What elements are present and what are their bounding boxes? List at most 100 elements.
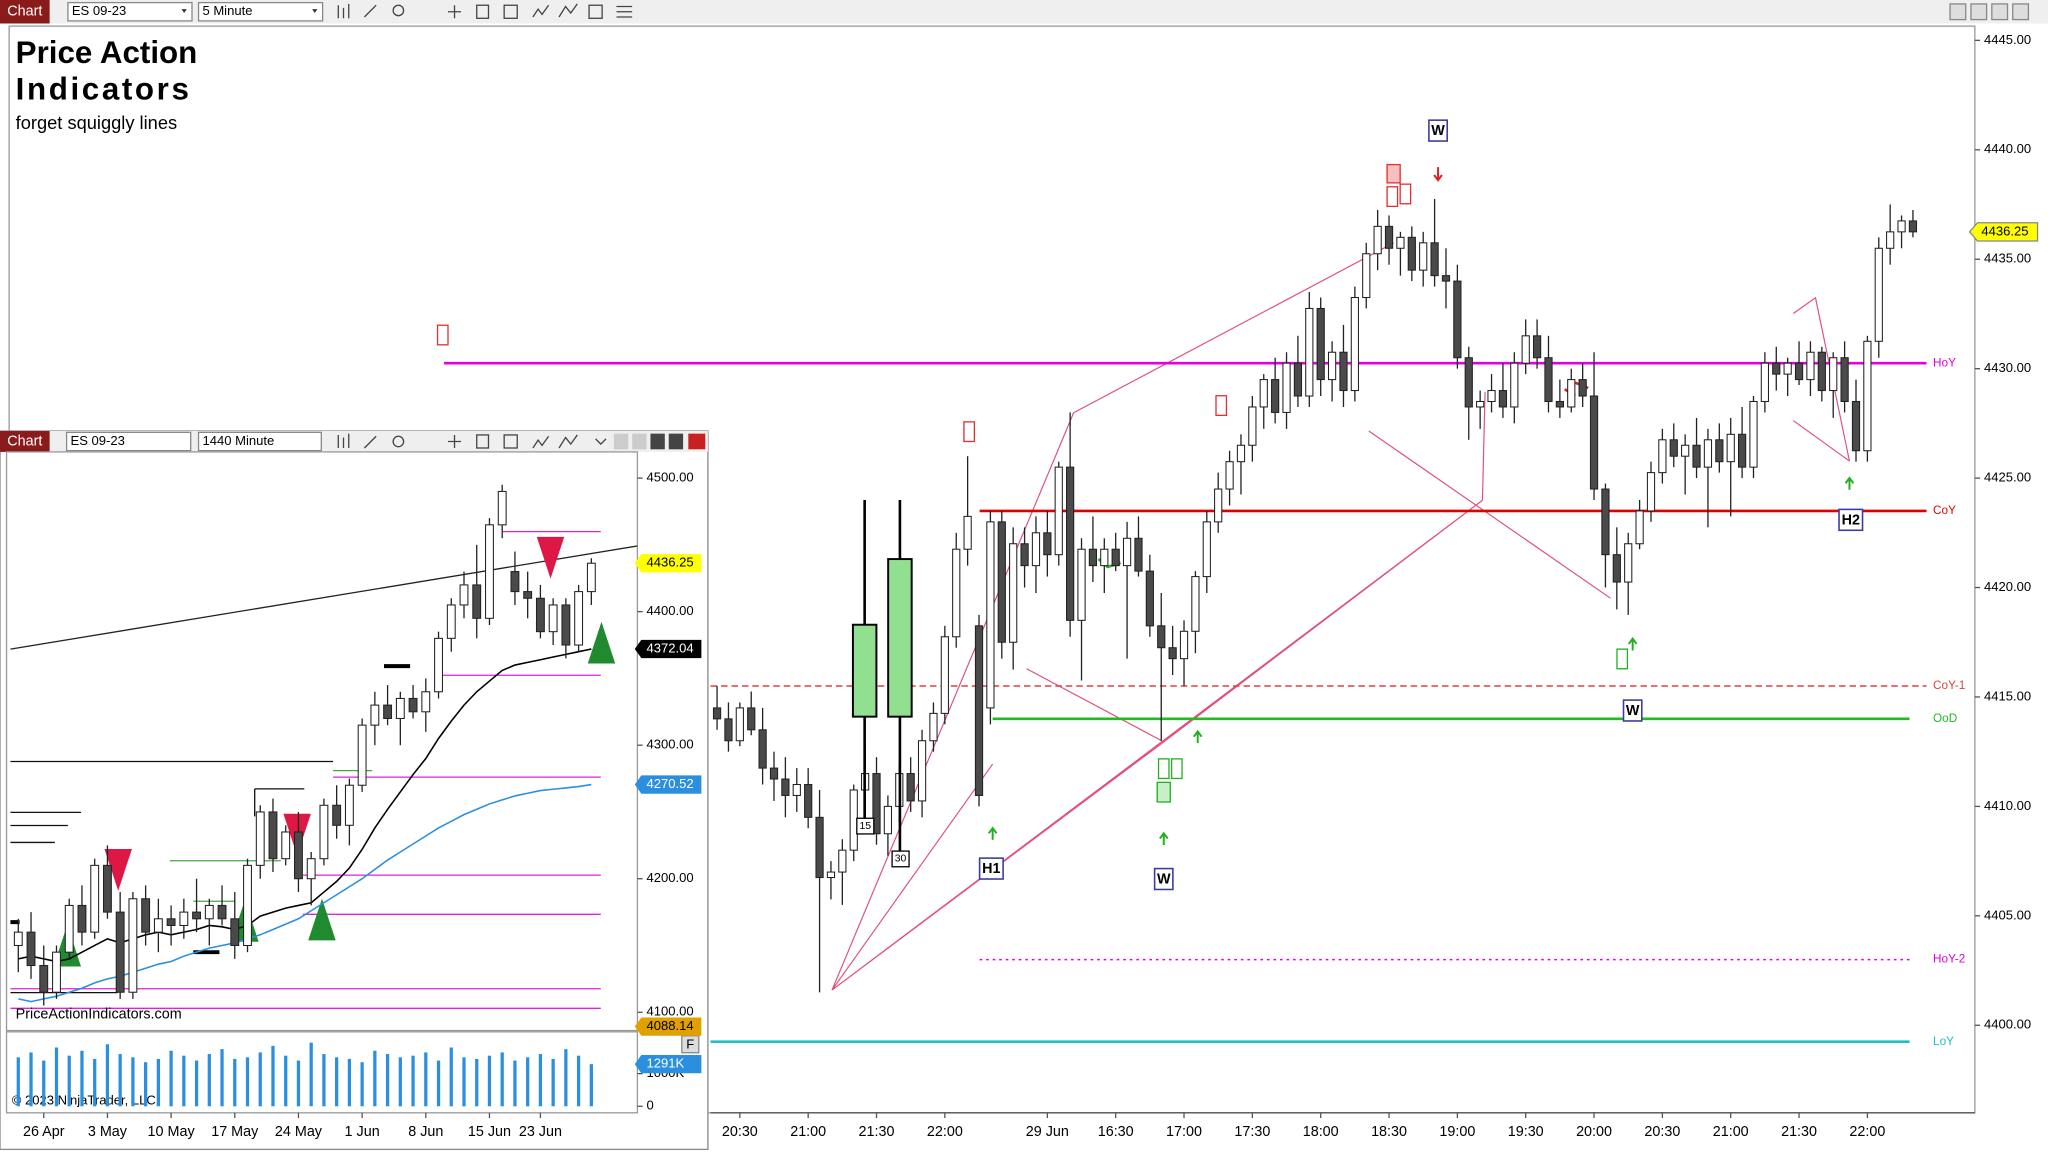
- candle-body: [434, 637, 443, 693]
- candle-body: [1066, 466, 1075, 621]
- y-tick-label: 4445.00: [1984, 32, 2031, 47]
- htf-label: 30: [895, 854, 907, 865]
- candle-body: [510, 571, 520, 593]
- annotation: W: [1626, 703, 1640, 719]
- candle-body: [243, 864, 252, 947]
- candle-body: [1829, 357, 1838, 392]
- candle-body: [1737, 433, 1747, 468]
- htf-label-box: [856, 817, 875, 835]
- window-button[interactable]: [650, 433, 665, 450]
- window-button[interactable]: [1970, 3, 1988, 21]
- x-tick-label: 17 May: [211, 1124, 259, 1140]
- chart-button-label[interactable]: Chart: [7, 4, 42, 20]
- level-label: HoY: [1933, 356, 1956, 369]
- dropdown-arrow: [312, 9, 318, 14]
- y-tick-label: 4435.00: [1984, 251, 2031, 266]
- markers: [436, 163, 1855, 846]
- chart-button[interactable]: [0, 0, 50, 24]
- candle-body: [128, 898, 138, 993]
- candle-body: [421, 691, 431, 713]
- candle-body: [1544, 357, 1553, 403]
- candle-body: [1760, 362, 1769, 403]
- toolbar-icons[interactable]: [337, 433, 607, 449]
- candle-body: [1715, 439, 1724, 463]
- candle-body: [792, 783, 801, 796]
- candle-body: [1145, 570, 1154, 627]
- brand-subtitle: forget squiggly lines: [16, 112, 177, 133]
- footer-link[interactable]: PriceActionIndicators.com: [16, 1007, 182, 1023]
- chart-button-label[interactable]: Chart: [7, 433, 42, 449]
- candle-body: [1806, 351, 1815, 381]
- candle-body: [1236, 444, 1246, 463]
- panel-button-label[interactable]: F: [686, 1036, 694, 1051]
- level-label: CoY-1: [1933, 679, 1965, 692]
- candle-body: [204, 904, 214, 920]
- candle-body: [294, 831, 303, 880]
- candle-body: [383, 704, 393, 719]
- price-tag: [634, 1017, 702, 1036]
- interval-label[interactable]: 1440 Minute: [202, 433, 274, 448]
- candle-body: [77, 904, 87, 933]
- window-buttons[interactable]: [1949, 3, 2030, 21]
- price-tag: [634, 554, 702, 573]
- candle-body: [1794, 362, 1804, 381]
- x-tick-label: 19:00: [1439, 1124, 1475, 1140]
- candle-body: [724, 718, 733, 742]
- window-button[interactable]: [632, 433, 647, 450]
- candle-body: [1191, 576, 1200, 632]
- candle-body: [1840, 357, 1849, 403]
- instrument-select[interactable]: [65, 431, 192, 452]
- x-tick-label: 21:00: [1713, 1124, 1749, 1140]
- volume-tag: [634, 1054, 702, 1074]
- toolbar-icons[interactable]: [337, 3, 633, 19]
- y-tick-label: 4405.00: [1984, 907, 2031, 922]
- x-tick-label: 20:00: [1576, 1124, 1612, 1140]
- y-tick-label: 4400.00: [1984, 1017, 2031, 1032]
- candle-body: [1658, 439, 1667, 474]
- instrument-label[interactable]: ES 09-23: [71, 433, 125, 448]
- interval-select[interactable]: [197, 1, 324, 22]
- candle-body: [1612, 554, 1621, 583]
- x-tick-label: 15 Jun: [468, 1124, 511, 1140]
- level-label: OoD: [1933, 712, 1957, 725]
- window-button[interactable]: [1991, 3, 2009, 21]
- chart-button[interactable]: [0, 431, 50, 452]
- y-tick-label: 4300.00: [647, 737, 694, 752]
- instrument-select[interactable]: [67, 1, 193, 22]
- interval-label[interactable]: 5 Minute: [202, 3, 252, 18]
- signal-marker: [963, 421, 976, 443]
- signal-marker: [1215, 395, 1228, 416]
- window-button[interactable]: [2012, 3, 2030, 21]
- candle-body: [1703, 439, 1713, 468]
- x-tick-label: 21:30: [1781, 1124, 1817, 1140]
- candle-body: [1783, 362, 1792, 375]
- window-button[interactable]: [1949, 3, 1967, 21]
- x-tick-label: 23 Jun: [519, 1124, 562, 1140]
- candle-body: [1259, 379, 1268, 408]
- volume-frame: [5, 1031, 639, 1114]
- x-tick-label: 16:30: [1098, 1124, 1134, 1140]
- candle-body: [1521, 335, 1530, 364]
- y-tick-label: 4415.00: [1984, 688, 2031, 703]
- arrow-up: [987, 476, 1855, 846]
- window-button[interactable]: [668, 433, 684, 450]
- x-tick-label: 10 May: [148, 1124, 196, 1140]
- candle-body: [446, 604, 456, 639]
- candle-body: [1886, 231, 1895, 249]
- window-button[interactable]: [613, 433, 629, 450]
- instrument-label[interactable]: ES 09-23: [72, 3, 126, 18]
- interval-select[interactable]: [197, 431, 322, 452]
- candle-body: [1441, 275, 1451, 282]
- candle-body: [1111, 548, 1120, 567]
- annotation-box: [1838, 508, 1864, 532]
- x-tick-label: 1 Jun: [345, 1124, 380, 1140]
- candle-body: [141, 898, 151, 933]
- signal-marker: [1399, 183, 1412, 205]
- candle-body: [1327, 351, 1337, 381]
- close-button[interactable]: [688, 433, 706, 450]
- htf-body: [851, 623, 878, 718]
- signal-marker: [1157, 758, 1170, 780]
- candle-body: [1157, 625, 1166, 649]
- y-tick-label: 4200.00: [647, 870, 694, 885]
